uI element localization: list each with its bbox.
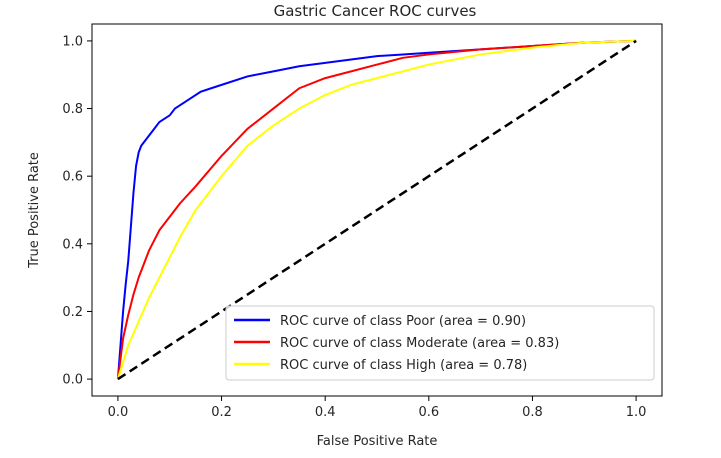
- chart-title: Gastric Cancer ROC curves: [274, 2, 477, 20]
- series-layer: [116, 39, 637, 381]
- y-tick-label: 0.2: [62, 305, 83, 320]
- legend: ROC curve of class Poor (area = 0.90) ROC…: [225, 305, 655, 381]
- y-tick-label: 0.4: [62, 237, 83, 252]
- x-axis: 0.0 0.2 0.4 0.6 0.8 1.0: [108, 396, 647, 420]
- legend-label: ROC curve of class Moderate (area = 0.83…: [280, 336, 559, 351]
- x-tick-label: 0.6: [418, 405, 439, 420]
- chance-diagonal-line: [117, 39, 637, 381]
- x-tick-label: 0.2: [211, 405, 232, 420]
- y-tick-label: 0.0: [62, 373, 83, 388]
- series-line-1: [116, 39, 637, 380]
- legend-label: ROC curve of class High (area = 0.78): [280, 358, 527, 373]
- legend-box: [225, 305, 655, 381]
- plot-frame: [91, 23, 663, 397]
- x-tick-label: 0.4: [315, 405, 336, 420]
- series-line-2: [116, 39, 637, 380]
- y-axis-label: True Positive Rate: [27, 152, 42, 269]
- series-line-0: [116, 39, 637, 380]
- x-axis-label: False Positive Rate: [317, 434, 438, 449]
- legend-label: ROC curve of class Poor (area = 0.90): [280, 314, 526, 329]
- x-tick-label: 1.0: [626, 405, 647, 420]
- x-tick-label: 0.8: [522, 405, 543, 420]
- y-tick-label: 1.0: [62, 34, 83, 49]
- y-axis: 0.0 0.2 0.4 0.6 0.8 1.0: [62, 34, 92, 388]
- x-tick-label: 0.0: [108, 405, 129, 420]
- y-tick-label: 0.8: [62, 102, 83, 117]
- y-tick-label: 0.6: [62, 170, 83, 185]
